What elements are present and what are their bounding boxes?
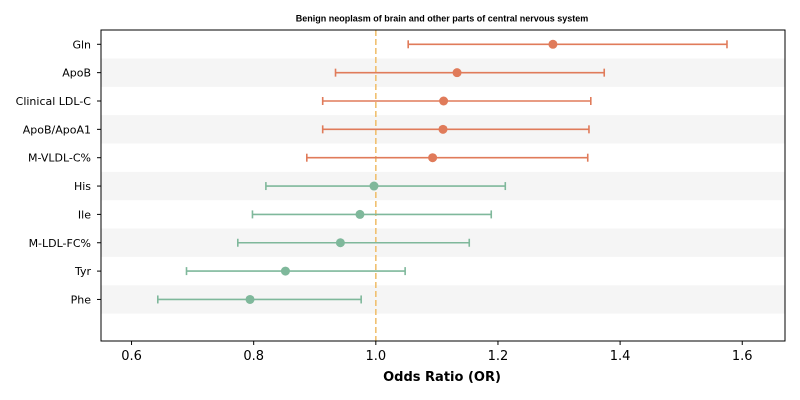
row-m-ldl-fc-: [237, 238, 471, 248]
or-point: [245, 294, 255, 304]
row-apob: [334, 68, 606, 78]
y-tick-label: Phe: [71, 293, 92, 306]
x-tick-label: 0.6: [121, 349, 142, 364]
x-tick-label: 0.8: [243, 349, 264, 364]
row-ile: [251, 209, 493, 219]
or-point: [438, 124, 448, 134]
x-tick-label: 1.4: [610, 349, 631, 364]
y-tick-label: Clinical LDL-C: [16, 95, 92, 108]
y-tick-label: Ile: [78, 208, 91, 221]
or-point: [355, 209, 365, 219]
x-axis-ticks: 0.6 0.8 1.0 1.2 1.4 1.6: [121, 341, 753, 364]
series-group: [156, 39, 728, 304]
or-point: [548, 39, 558, 49]
chart-title: Benign neoplasm of brain and other parts…: [296, 14, 589, 24]
or-point: [335, 238, 345, 248]
or-point: [280, 266, 290, 276]
y-tick-label: M-LDL-FC%: [29, 237, 91, 250]
y-tick-label: M-VLDL-C%: [28, 152, 91, 165]
or-point: [369, 181, 379, 191]
row-clinical-ldl-c: [321, 96, 592, 106]
y-tick-label: ApoB/ApoA1: [23, 123, 91, 136]
x-tick-label: 1.0: [365, 349, 386, 364]
row-apob-apoa1: [321, 124, 590, 134]
row-tyr: [185, 266, 406, 276]
y-tick-label: ApoB: [62, 67, 91, 80]
y-tick-label: Gln: [72, 38, 91, 51]
or-point: [439, 96, 449, 106]
row-phe: [156, 294, 362, 304]
x-tick-label: 1.6: [732, 349, 753, 364]
or-point: [428, 153, 438, 163]
plot-frame: [100, 29, 786, 342]
x-tick-label: 1.2: [488, 349, 509, 364]
row-gln: [407, 39, 728, 49]
y-tick-label: Tyr: [74, 265, 92, 278]
row-his: [265, 181, 507, 191]
or-point: [452, 68, 462, 78]
y-tick-label: His: [74, 180, 91, 193]
row-m-vldl-c-: [306, 153, 589, 163]
x-axis-label: Odds Ratio (OR): [383, 370, 501, 385]
y-axis-labels: Gln ApoB Clinical LDL-C ApoB/ApoA1 M-VLDL-C%…: [16, 38, 101, 306]
